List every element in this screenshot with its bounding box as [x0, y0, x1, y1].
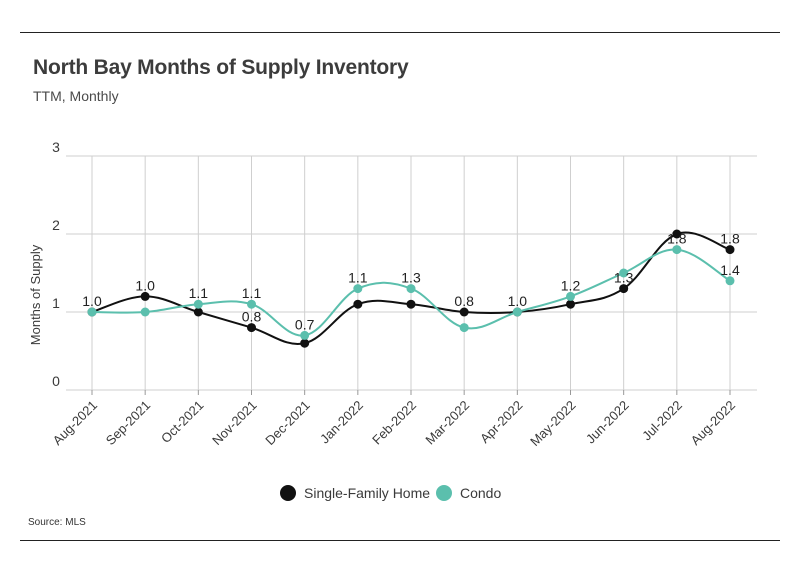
data-point-single-family-home [193, 307, 203, 317]
data-label-condo: 1.0 [82, 293, 102, 309]
data-labels: 1.0 0.8 0.8 1.3 1.8 1.0 1.1 1.1 0.7 1.1 1.3 1.0 1.2 1… [82, 231, 740, 333]
data-point-condo [512, 307, 522, 317]
data-point-single-family-home [725, 245, 735, 255]
legend-marker-condo [436, 485, 452, 501]
x-tick-label: Apr-2022 [477, 398, 525, 446]
data-point-condo [619, 268, 629, 278]
legend: Single-Family Home Condo [280, 485, 501, 501]
y-axis-label: Months of Supply [28, 244, 43, 345]
data-point-single-family-home [459, 307, 469, 317]
data-point-condo [300, 330, 310, 340]
data-point-condo [672, 245, 682, 255]
data-label-condo: 1.4 [720, 262, 740, 278]
data-point-condo [353, 284, 363, 294]
x-tick-label: Jan-2022 [317, 398, 366, 447]
data-label-condo: 1.2 [561, 277, 581, 293]
x-tick-label: May-2022 [527, 398, 578, 449]
legend-label-single-family-home: Single-Family Home [304, 485, 430, 501]
legend-label-condo: Condo [460, 485, 501, 501]
x-tick-label: Jun-2022 [583, 398, 632, 447]
x-axis-ticks: Aug-2021 Sep-2021 Oct-2021 Nov-2021 Dec-2021… [50, 390, 738, 449]
data-point-single-family-home [672, 229, 682, 239]
y-tick-label: 3 [52, 139, 60, 155]
bottom-rule [20, 540, 780, 541]
chart-title: North Bay Months of Supply Inventory [33, 56, 409, 79]
data-point-single-family-home [406, 299, 416, 309]
data-label-single-family-home: 1.3 [614, 270, 634, 286]
x-tick-label: Aug-2022 [688, 398, 738, 448]
y-axis-ticks: 0 1 2 3 [52, 139, 60, 389]
source-note: Source: MLS [28, 517, 86, 528]
data-label-condo: 1.1 [189, 285, 209, 301]
data-point-condo [406, 284, 416, 294]
top-rule [20, 32, 780, 33]
data-label-single-family-home: 1.8 [720, 231, 740, 247]
data-point-single-family-home [300, 338, 310, 348]
x-tick-label: Aug-2021 [50, 398, 100, 448]
data-label-single-family-home: 0.8 [454, 293, 474, 309]
y-tick-label: 1 [52, 295, 60, 311]
data-point-condo [566, 291, 575, 301]
data-label-single-family-home: 0.8 [242, 309, 262, 325]
data-label-condo: 1.0 [508, 293, 528, 309]
data-label-single-family-home: 1.0 [135, 277, 155, 293]
x-tick-label: Mar-2022 [422, 398, 472, 448]
data-point-single-family-home [140, 291, 150, 301]
data-point-condo [459, 323, 469, 333]
x-tick-label: Oct-2021 [158, 398, 206, 446]
data-point-condo [193, 299, 203, 309]
x-tick-label: Feb-2022 [369, 398, 419, 448]
y-tick-label: 2 [52, 217, 60, 233]
x-tick-label: Nov-2021 [209, 398, 259, 448]
data-point-condo [247, 299, 256, 309]
data-label-condo: 0.7 [295, 316, 315, 332]
data-point-single-family-home [566, 299, 575, 309]
data-point-single-family-home [619, 284, 629, 294]
data-label-condo: 1.1 [348, 270, 368, 286]
series-group [87, 229, 735, 348]
data-point-condo [87, 307, 97, 317]
data-label-condo: 1.8 [667, 231, 687, 247]
x-tick-label: Dec-2021 [262, 398, 312, 448]
data-point-condo [140, 307, 150, 317]
x-tick-label: Jul-2022 [639, 398, 685, 444]
data-point-single-family-home [353, 299, 363, 309]
x-tick-label: Sep-2021 [103, 398, 153, 448]
data-point-condo [725, 276, 735, 286]
y-tick-label: 0 [52, 373, 60, 389]
grid-lines [66, 155, 757, 391]
data-label-condo: 1.1 [242, 285, 262, 301]
data-label-condo: 1.3 [401, 270, 421, 286]
chart-subtitle: TTM, Monthly [33, 88, 119, 104]
legend-marker-single-family-home [280, 485, 296, 501]
data-point-single-family-home [247, 323, 256, 333]
